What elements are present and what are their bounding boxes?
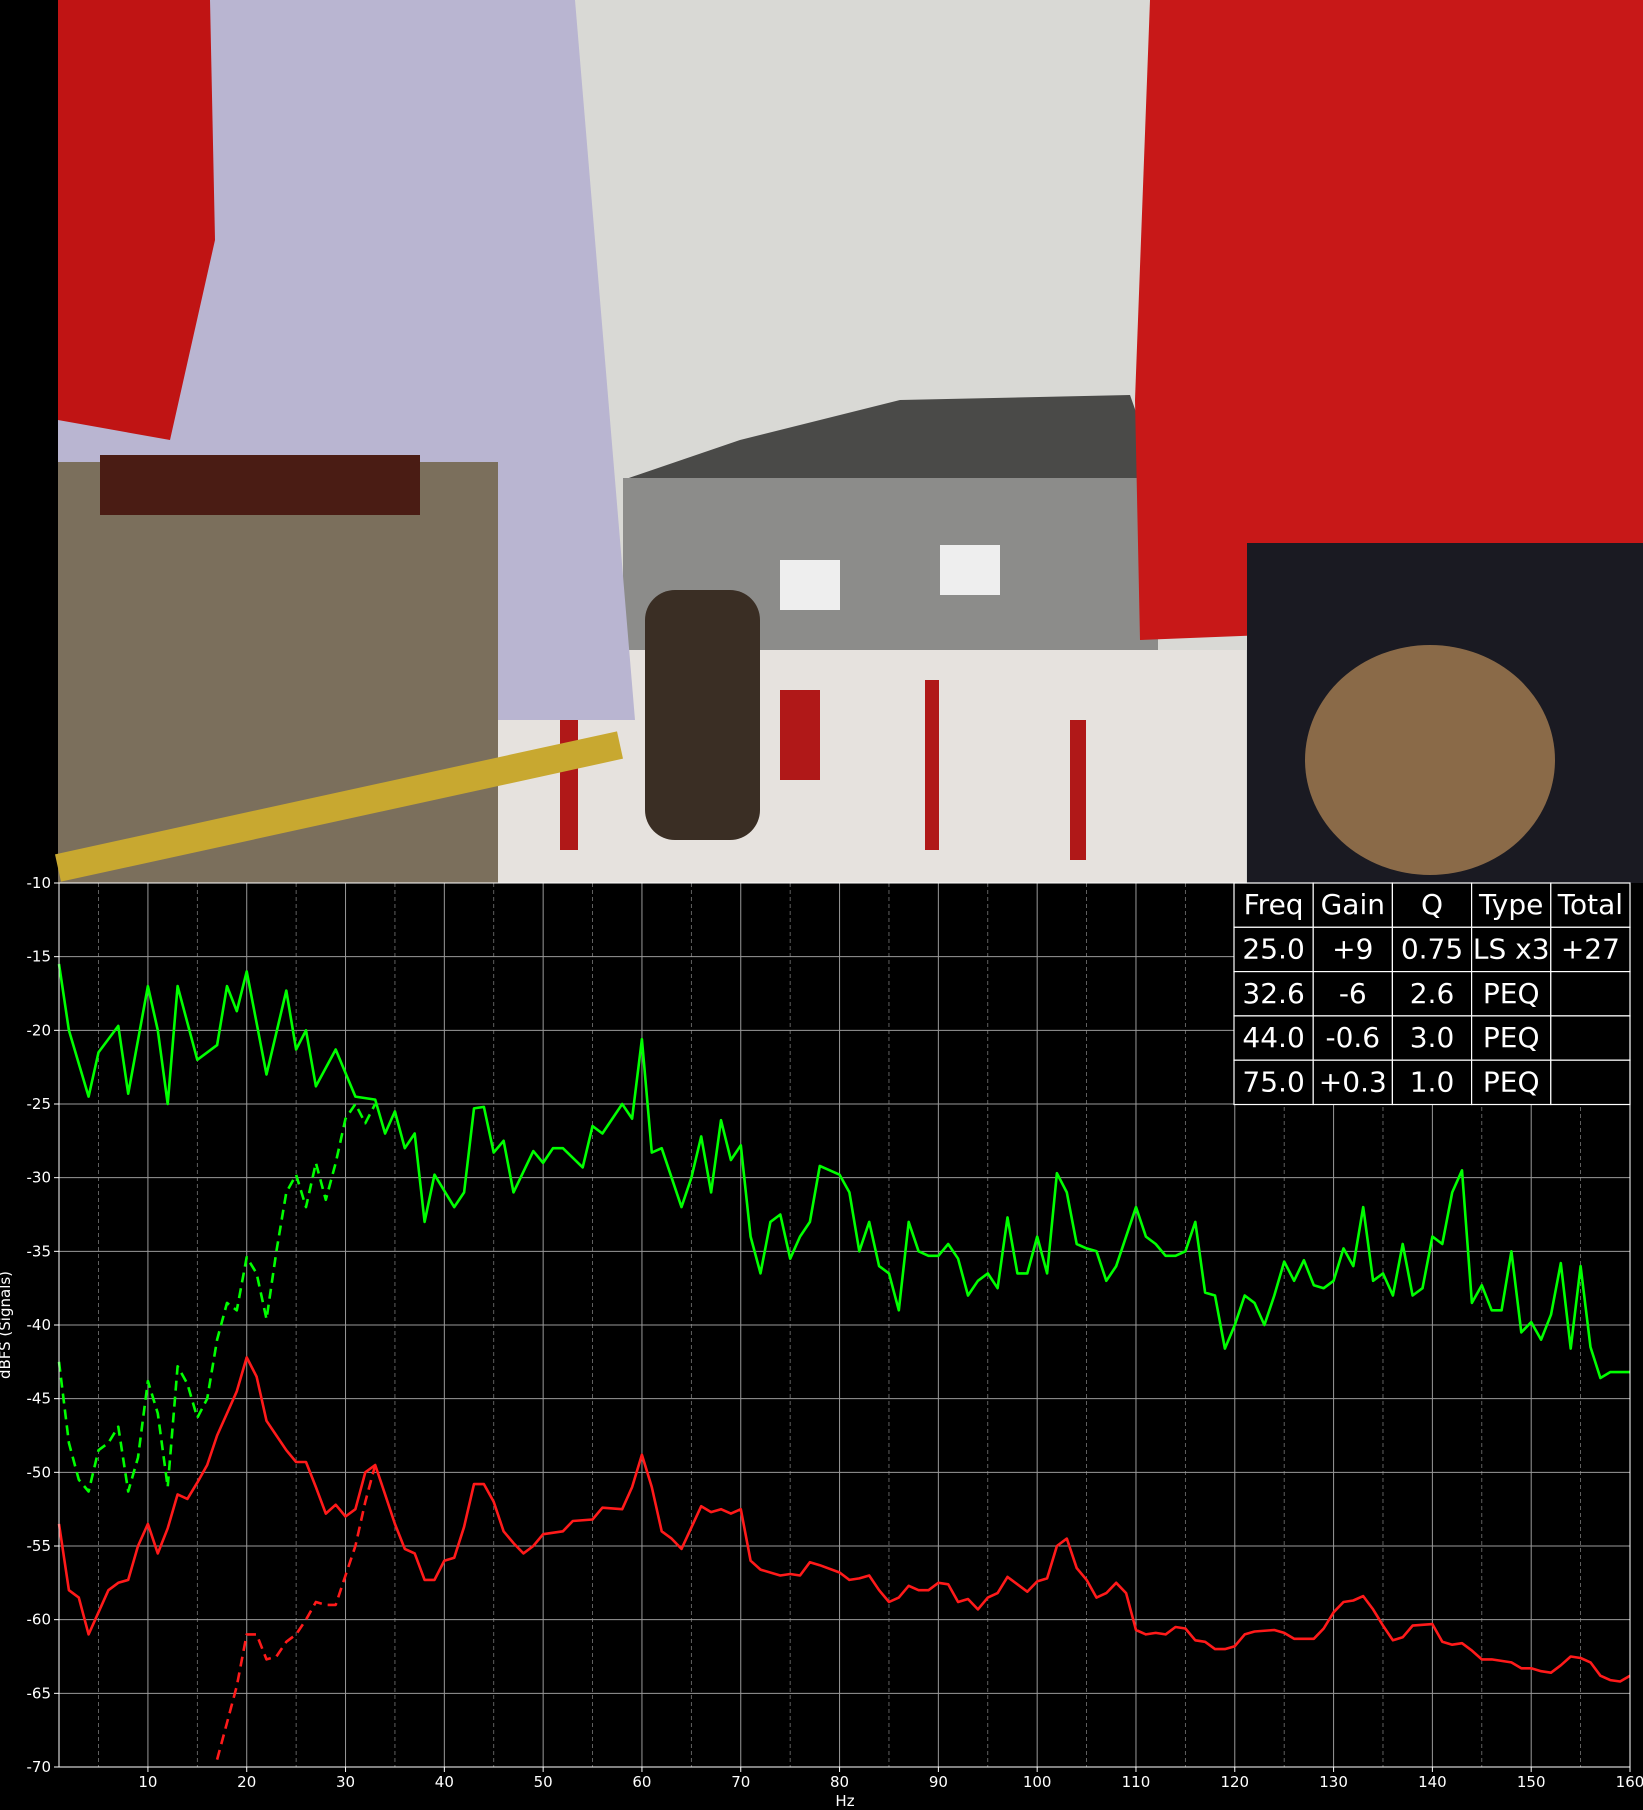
table-header: Gain: [1321, 888, 1385, 921]
blood: [1070, 720, 1086, 860]
table-cell: [1550, 970, 1631, 1017]
table-value: 3.0: [1410, 1021, 1455, 1054]
table-value: 75.0: [1242, 1065, 1304, 1098]
y-tick-label: -55: [27, 1537, 52, 1555]
table-value: 2.6: [1410, 977, 1455, 1010]
y-tick-label: -30: [27, 1169, 52, 1187]
table-value: -6: [1339, 977, 1367, 1010]
x-tick-label: 70: [731, 1773, 750, 1791]
y-tick-label: -45: [27, 1390, 52, 1408]
x-tick-label: 80: [830, 1773, 849, 1791]
y-tick-label: -35: [27, 1242, 52, 1260]
series-line: [215, 1464, 377, 1760]
x-tick-label: 160: [1616, 1773, 1643, 1791]
table-cell: [1550, 926, 1631, 973]
table-cell: [1312, 882, 1393, 928]
x-tick-label: 20: [237, 1773, 256, 1791]
table-value: LS x3: [1473, 932, 1550, 965]
table-value: -0.6: [1325, 1021, 1380, 1054]
x-tick-label: 90: [929, 1773, 948, 1791]
x-tick-label: 130: [1319, 1773, 1348, 1791]
y-tick-label: -40: [27, 1316, 52, 1334]
table-header: Type: [1478, 888, 1543, 921]
y-tick-label: -10: [27, 874, 52, 892]
table-header: Q: [1421, 888, 1443, 921]
table-cell: [1312, 1059, 1393, 1106]
eq-table: Freq Gain Q Type Total 25.0 +9 0.75 LS x3 +27 32.6…: [1233, 882, 1631, 1106]
table-cell: [1391, 1059, 1473, 1106]
series-line: [57, 963, 1630, 1380]
x-tick-label: 110: [1122, 1773, 1151, 1791]
x-tick-label: 10: [138, 1773, 157, 1791]
table-value: 0.75: [1401, 932, 1463, 965]
table-cell: [1470, 1059, 1552, 1106]
series-line: [57, 1102, 377, 1493]
table-cell: [1233, 882, 1314, 928]
table-cell: [1550, 882, 1631, 928]
y-tick-label: -60: [27, 1611, 52, 1629]
table-value: 25.0: [1242, 932, 1304, 965]
x-tick-label: 120: [1220, 1773, 1249, 1791]
x-tick-label: 60: [632, 1773, 651, 1791]
table-header: Total: [1557, 888, 1623, 921]
tie: [58, 0, 215, 440]
table-cell: [1391, 1015, 1473, 1061]
poster-image: [55, 0, 1643, 883]
hammer: [645, 590, 760, 840]
x-tick-label: 140: [1418, 1773, 1447, 1791]
table-cell: [1233, 926, 1314, 973]
x-axis-label: Hz: [835, 1792, 854, 1810]
x-tick-label: 50: [534, 1773, 553, 1791]
table-cell: [1550, 1015, 1631, 1061]
y-tick-label: -20: [27, 1021, 52, 1039]
belt: [100, 455, 420, 515]
table-value: PEQ: [1483, 1065, 1540, 1098]
window: [940, 545, 1000, 595]
y-tick-label: -70: [27, 1758, 52, 1776]
plot-frame: [58, 882, 1631, 1768]
table-value: +27: [1561, 932, 1620, 965]
table-cell: [1550, 1059, 1631, 1106]
y-axis-label: dBFS (Signals): [0, 1271, 14, 1379]
table-header: Freq: [1244, 888, 1304, 921]
table-value: 44.0: [1242, 1021, 1304, 1054]
table-cell: [1470, 970, 1552, 1017]
blood: [560, 700, 578, 850]
x-tick-label: 30: [336, 1773, 355, 1791]
blood: [925, 680, 939, 850]
table-value: +9: [1332, 932, 1373, 965]
sweater: [1135, 0, 1643, 640]
y-tick-label: -65: [27, 1684, 52, 1702]
roof: [623, 395, 1160, 480]
y-tick-label: -25: [27, 1095, 52, 1113]
table-value: PEQ: [1483, 977, 1540, 1010]
table-value: 1.0: [1410, 1065, 1455, 1098]
y-tick-label: -15: [27, 948, 52, 966]
table-value: +0.3: [1319, 1065, 1387, 1098]
table-cell: [1312, 926, 1393, 973]
bat: [55, 731, 623, 882]
teddy-bear: [1305, 645, 1555, 875]
x-tick-label: 100: [1023, 1773, 1052, 1791]
x-tick-label: 150: [1517, 1773, 1546, 1791]
y-tick-label: -50: [27, 1463, 52, 1481]
table-value: PEQ: [1483, 1021, 1540, 1054]
blood: [780, 690, 820, 780]
table-cell: [1233, 1015, 1314, 1061]
table-value: 32.6: [1242, 977, 1304, 1010]
series-line: [57, 1356, 1631, 1683]
window: [780, 560, 840, 610]
x-tick-label: 40: [435, 1773, 454, 1791]
table-cell: [1233, 1059, 1314, 1106]
